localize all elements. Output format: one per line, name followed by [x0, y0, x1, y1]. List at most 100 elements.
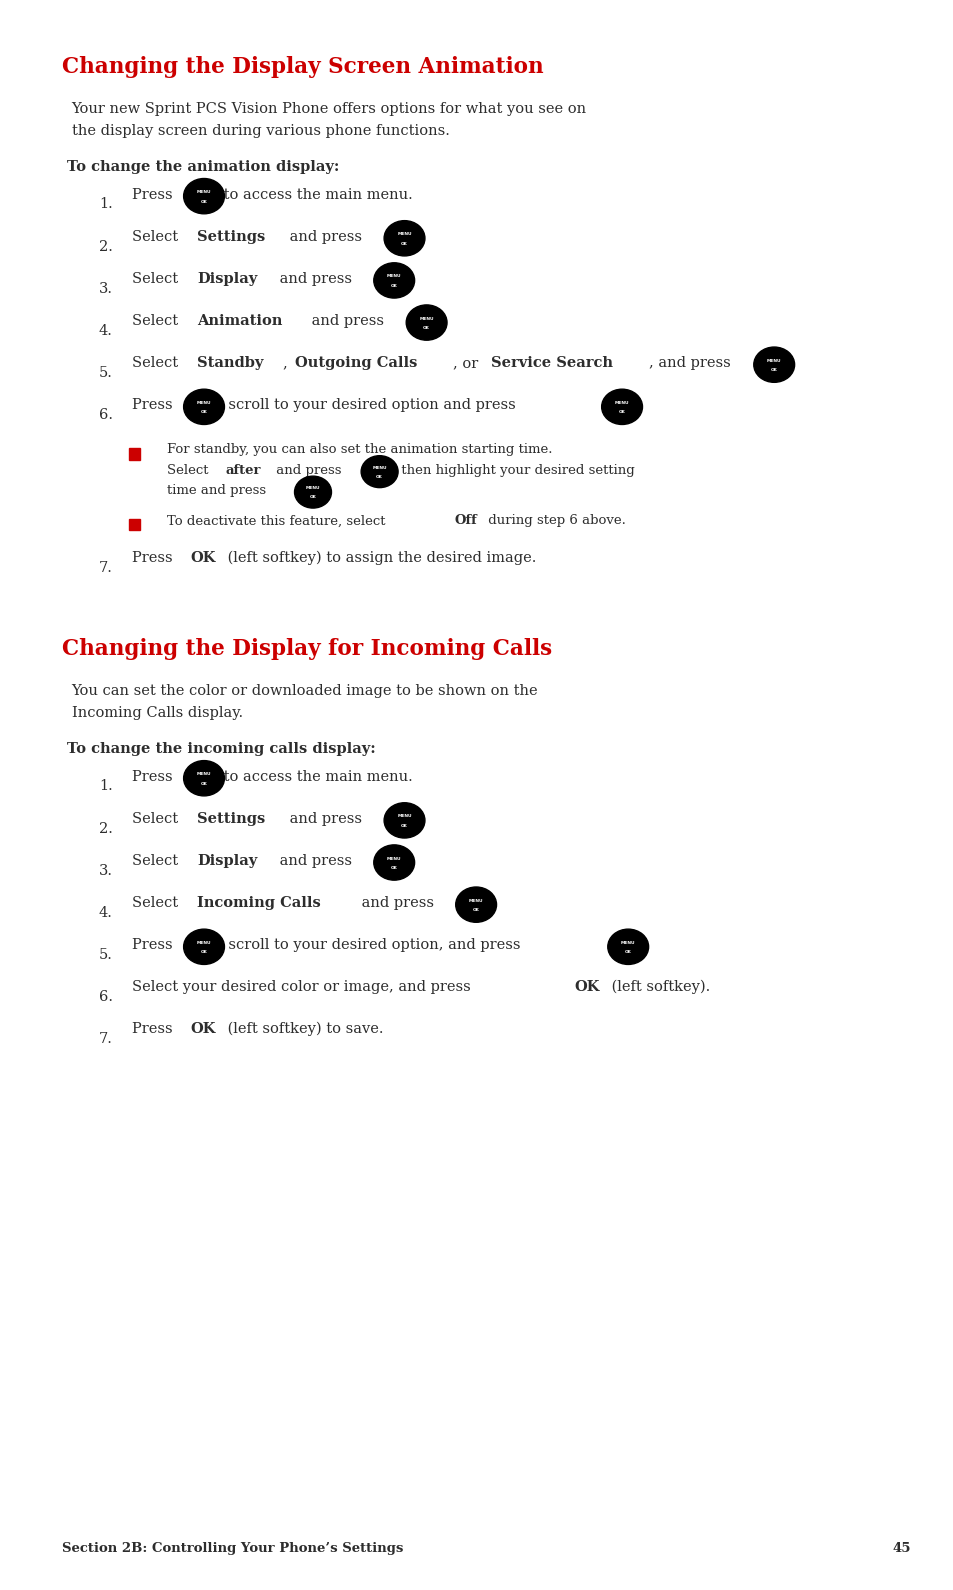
Text: MENU: MENU: [196, 773, 211, 776]
Text: after: after: [226, 464, 261, 477]
Text: MENU: MENU: [196, 401, 211, 405]
Text: Changing the Display for Incoming Calls: Changing the Display for Incoming Calls: [62, 638, 552, 660]
Text: MENU: MENU: [196, 191, 211, 194]
Text: 2.: 2.: [98, 240, 112, 253]
Text: (left softkey) to save.: (left softkey) to save.: [223, 1022, 383, 1037]
Text: Press: Press: [132, 188, 176, 202]
Text: ,: ,: [282, 356, 292, 370]
Text: OK: OK: [391, 867, 397, 870]
Ellipse shape: [384, 803, 424, 838]
Ellipse shape: [183, 390, 224, 425]
Ellipse shape: [374, 844, 415, 881]
Ellipse shape: [183, 760, 224, 797]
Text: .: .: [637, 398, 641, 412]
Text: OK: OK: [200, 951, 207, 954]
Text: OK: OK: [200, 200, 207, 204]
Text: and press: and press: [274, 854, 356, 868]
Text: .: .: [642, 938, 647, 952]
Text: MENU: MENU: [620, 941, 635, 944]
Text: Select: Select: [132, 897, 182, 909]
FancyBboxPatch shape: [129, 448, 140, 460]
Text: MENU: MENU: [387, 857, 401, 860]
Text: OK: OK: [190, 1022, 215, 1037]
Text: .: .: [409, 272, 414, 286]
Text: 3.: 3.: [98, 281, 112, 296]
Text: To deactivate this feature, select: To deactivate this feature, select: [167, 514, 389, 528]
Text: Outgoing Calls: Outgoing Calls: [294, 356, 416, 370]
Text: Service Search: Service Search: [491, 356, 613, 370]
Text: and press: and press: [274, 272, 356, 286]
Text: 2.: 2.: [98, 822, 112, 836]
Ellipse shape: [361, 456, 397, 488]
Text: , then highlight your desired setting: , then highlight your desired setting: [393, 464, 635, 477]
Text: OK: OK: [770, 369, 777, 372]
Text: 1.: 1.: [99, 197, 112, 211]
Text: 7.: 7.: [98, 561, 112, 574]
Text: .: .: [491, 897, 496, 909]
Text: , or: , or: [453, 356, 482, 370]
Ellipse shape: [183, 929, 224, 965]
Text: MENU: MENU: [387, 275, 401, 278]
Text: 3.: 3.: [98, 863, 112, 878]
Text: Settings: Settings: [197, 812, 265, 825]
Text: 6.: 6.: [98, 991, 112, 1005]
Ellipse shape: [601, 390, 641, 425]
Text: OK: OK: [375, 475, 382, 479]
Text: Animation: Animation: [197, 313, 282, 328]
Text: during step 6 above.: during step 6 above.: [483, 514, 625, 528]
Ellipse shape: [607, 929, 648, 965]
Text: Changing the Display Screen Animation: Changing the Display Screen Animation: [62, 56, 543, 78]
Text: .: .: [419, 229, 424, 243]
Text: MENU: MENU: [305, 487, 320, 490]
Ellipse shape: [406, 305, 447, 340]
Text: Settings: Settings: [197, 229, 265, 243]
Text: (left softkey).: (left softkey).: [607, 979, 710, 994]
Text: 45: 45: [892, 1542, 910, 1555]
Text: Incoming Calls: Incoming Calls: [197, 897, 320, 909]
Text: Press: Press: [132, 770, 176, 784]
Text: Standby: Standby: [197, 356, 263, 370]
Text: Press: Press: [132, 550, 176, 564]
Text: MENU: MENU: [196, 941, 211, 944]
Text: Press: Press: [132, 398, 176, 412]
Text: to access the main menu.: to access the main menu.: [219, 188, 413, 202]
Text: to access the main menu.: to access the main menu.: [219, 770, 413, 784]
Text: OK: OK: [618, 410, 625, 415]
Text: 1.: 1.: [99, 779, 112, 793]
Text: and press: and press: [285, 812, 367, 825]
Text: Select: Select: [132, 229, 182, 243]
Text: Select: Select: [132, 272, 182, 286]
Text: Display: Display: [197, 272, 257, 286]
Text: , scroll to your desired option and press: , scroll to your desired option and pres…: [219, 398, 520, 412]
Text: OK: OK: [310, 494, 316, 499]
Text: the display screen during various phone functions.: the display screen during various phone …: [71, 124, 449, 138]
Text: , scroll to your desired option, and press: , scroll to your desired option, and pre…: [219, 938, 525, 952]
Text: OK: OK: [190, 550, 215, 564]
Text: .: .: [788, 356, 793, 370]
Text: .: .: [441, 313, 446, 328]
Text: OK: OK: [200, 410, 207, 415]
Text: OK: OK: [423, 326, 430, 331]
Text: OK: OK: [400, 824, 408, 828]
Text: 4.: 4.: [98, 906, 112, 921]
Text: 7.: 7.: [98, 1032, 112, 1046]
Text: 5.: 5.: [98, 948, 112, 962]
Ellipse shape: [753, 347, 794, 382]
FancyBboxPatch shape: [129, 520, 140, 531]
Ellipse shape: [294, 475, 331, 509]
Text: .: .: [419, 812, 424, 825]
Text: and press: and press: [285, 229, 367, 243]
Text: OK: OK: [473, 908, 479, 913]
Text: You can set the color or downloaded image to be shown on the: You can set the color or downloaded imag…: [71, 684, 537, 698]
Text: OK: OK: [574, 981, 599, 994]
Text: MENU: MENU: [766, 359, 781, 363]
Text: Select: Select: [132, 313, 182, 328]
Ellipse shape: [384, 221, 424, 256]
Text: Press: Press: [132, 1022, 176, 1037]
Text: Select: Select: [132, 356, 182, 370]
Text: Incoming Calls display.: Incoming Calls display.: [71, 706, 242, 720]
Text: .: .: [409, 854, 414, 868]
Text: Off: Off: [454, 514, 476, 528]
Text: .: .: [326, 485, 331, 498]
Text: OK: OK: [624, 951, 631, 954]
